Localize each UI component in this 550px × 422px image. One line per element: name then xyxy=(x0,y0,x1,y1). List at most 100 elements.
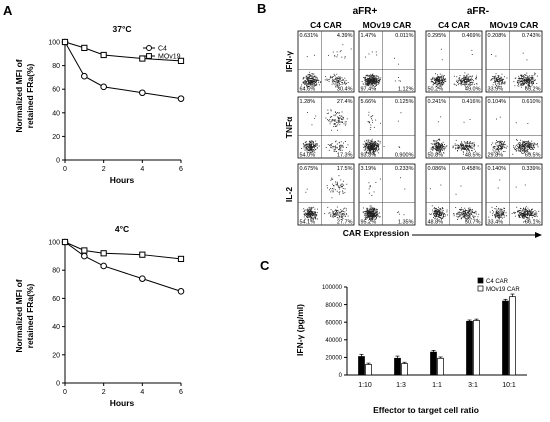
flow-event-dot xyxy=(518,213,520,215)
flow-event-dot xyxy=(370,216,372,218)
flow-event-dot xyxy=(532,208,533,210)
flow-event-dot xyxy=(314,152,316,154)
flow-event-dot xyxy=(368,111,370,113)
flow-event-dot xyxy=(527,211,529,213)
flow-event-dot xyxy=(340,213,342,215)
flow-event-dot xyxy=(370,145,372,146)
flow-event-dot xyxy=(492,84,494,86)
flow-event-dot xyxy=(373,145,375,147)
flow-event-dot xyxy=(439,151,441,153)
flow-event-dot xyxy=(438,87,440,89)
flow-event-dot xyxy=(468,146,470,148)
flow-event-dot xyxy=(430,143,432,145)
flow-event-dot xyxy=(369,82,370,84)
flow-event-dot xyxy=(332,210,334,212)
flow-event-dot xyxy=(308,210,310,212)
flow-event-dot xyxy=(370,219,372,221)
flow-event-dot xyxy=(441,82,442,83)
flow-event-dot xyxy=(309,150,311,152)
flow-event-dot xyxy=(367,81,369,83)
flow-event-dot xyxy=(312,141,314,142)
column-title: MOv19 CAR xyxy=(363,20,412,30)
flow-event-dot xyxy=(370,145,372,147)
flow-event-dot xyxy=(338,83,340,85)
flow-event-dot xyxy=(335,181,336,183)
flow-event-dot xyxy=(372,219,373,220)
flow-event-dot xyxy=(438,146,440,147)
flow-event-dot xyxy=(523,213,525,214)
flow-event-dot xyxy=(515,149,516,150)
flow-event-dot xyxy=(529,143,531,145)
flow-event-dot xyxy=(314,76,316,77)
flow-event-dot xyxy=(463,81,465,83)
flow-event-dot xyxy=(525,141,527,142)
flow-event-dot xyxy=(453,83,455,85)
flow-event-dot xyxy=(338,141,340,143)
flow-event-dot xyxy=(341,219,342,220)
flow-event-dot xyxy=(528,147,529,149)
flow-event-dot xyxy=(372,82,373,84)
flow-event-dot xyxy=(529,78,530,80)
flow-event-dot xyxy=(500,148,502,150)
flow-event-dot xyxy=(504,141,505,143)
flow-event-dot xyxy=(377,147,379,149)
flow-event-dot xyxy=(443,152,444,154)
flow-event-dot xyxy=(435,83,437,85)
flow-event-dot xyxy=(521,152,523,154)
flow-event-dot xyxy=(372,143,374,145)
flow-event-dot xyxy=(528,141,530,143)
flow-event-dot xyxy=(441,149,443,150)
flow-event-dot xyxy=(446,209,448,211)
flow-event-dot xyxy=(516,206,518,208)
flow-event-dot xyxy=(365,148,367,150)
flow-event-dot xyxy=(471,75,473,77)
flow-event-dot xyxy=(314,215,316,217)
flow-event-dot xyxy=(306,212,308,214)
flow-event-dot xyxy=(339,121,340,123)
flow-event-dot xyxy=(333,185,334,186)
flow-event-dot xyxy=(441,83,443,85)
flow-event-dot xyxy=(533,215,535,217)
flow-event-dot xyxy=(371,79,373,81)
flow-event-dot xyxy=(374,86,376,87)
flow-event-dot xyxy=(496,212,498,214)
flow-event-dot xyxy=(331,189,333,191)
flow-event-dot xyxy=(500,145,502,147)
flow-event-dot xyxy=(367,211,368,213)
flow-event-dot xyxy=(502,143,504,145)
flow-event-dot xyxy=(304,144,306,146)
data-point xyxy=(81,247,88,254)
flow-event-dot xyxy=(519,150,521,151)
flow-event-dot xyxy=(368,215,369,216)
flow-event-dot xyxy=(438,78,439,80)
flow-event-dot xyxy=(374,142,375,143)
flow-event-dot xyxy=(394,57,395,59)
flow-event-dot xyxy=(369,215,371,217)
flow-event-dot xyxy=(371,209,373,211)
flow-event-dot xyxy=(308,77,310,79)
flow-event-dot xyxy=(305,144,307,146)
flow-event-dot xyxy=(523,82,525,84)
flow-event-dot xyxy=(531,217,533,219)
flow-event-dot xyxy=(443,213,445,215)
flow-event-dot xyxy=(367,83,368,85)
flow-event-dot xyxy=(440,48,442,50)
flow-event-dot xyxy=(519,210,520,211)
flow-event-dot xyxy=(525,215,526,217)
flow-event-dot xyxy=(368,213,370,214)
flow-event-dot xyxy=(518,75,520,77)
flow-event-dot xyxy=(372,75,373,77)
flow-event-dot xyxy=(371,140,372,142)
flow-event-dot xyxy=(517,146,519,148)
flow-event-dot xyxy=(313,214,315,216)
flow-event-dot xyxy=(460,218,462,220)
flow-event-dot xyxy=(462,213,464,215)
flow-event-dot xyxy=(439,211,441,213)
flow-event-dot xyxy=(463,75,465,76)
flow-event-dot xyxy=(375,79,377,81)
flow-event-dot xyxy=(325,147,327,148)
flow-event-dot xyxy=(378,148,380,150)
flow-event-dot xyxy=(307,79,308,81)
flow-event-dot xyxy=(435,210,437,212)
flow-event-dot xyxy=(467,85,469,87)
